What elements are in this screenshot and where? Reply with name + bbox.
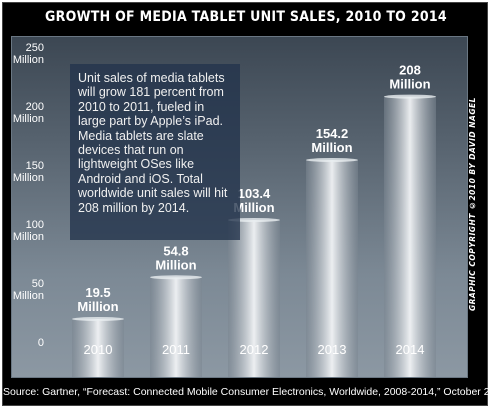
- data-label: 19.5 Million: [77, 285, 118, 314]
- y-tick-label: 50 Million: [13, 278, 44, 302]
- data-label: 154.2 Million: [311, 126, 352, 155]
- bar: [150, 277, 202, 377]
- bar: [228, 220, 280, 377]
- bar-cap: [384, 94, 436, 99]
- y-tick-label-line: Million: [13, 113, 44, 125]
- bar-cap: [150, 275, 202, 280]
- graphic-credit: GRAPHIC COPYRIGHT ©2010 BY DAVID NAGEL: [468, 97, 477, 311]
- bar-cap: [72, 317, 124, 321]
- y-tick-label-line: Million: [13, 54, 44, 66]
- y-tick-label: 200 Million: [13, 101, 44, 125]
- y-tick-label-line: 200: [26, 101, 44, 113]
- x-tick-label: 2010: [84, 342, 113, 357]
- x-tick-label: 2014: [396, 342, 425, 357]
- bar-cap: [228, 218, 280, 222]
- annotation-box: Unit sales of media tablets will grow 18…: [70, 64, 240, 240]
- bar: [72, 319, 124, 377]
- data-label-line: Million: [77, 299, 118, 314]
- x-tick-label: 2013: [318, 342, 347, 357]
- data-label-line: 154.2: [316, 126, 349, 141]
- chart-title: GROWTH OF MEDIA TABLET UNIT SALES, 2010 …: [45, 9, 447, 25]
- x-tick-label: 2012: [240, 342, 269, 357]
- y-tick-label-line: Million: [13, 290, 44, 302]
- plot-area: 250 Million 200 Million 150 Million 100 Million…: [11, 36, 468, 378]
- y-tick-label-line: 50: [32, 278, 44, 290]
- data-label: 103.4 Million: [233, 186, 274, 215]
- data-label-line: 208: [399, 63, 421, 78]
- data-label: 208 Million: [389, 63, 430, 92]
- y-tick-label: 0: [38, 337, 44, 349]
- data-label-line: Million: [311, 140, 352, 155]
- y-tick-label-line: 0: [38, 337, 44, 349]
- y-tick-label-line: Million: [13, 231, 44, 243]
- bar: [306, 160, 358, 377]
- x-tick-label: 2011: [162, 342, 190, 357]
- bar-cap: [306, 158, 358, 162]
- data-label-line: Million: [389, 77, 430, 92]
- y-tick-label-line: 250: [26, 42, 44, 54]
- y-tick-label: 100 Million: [13, 219, 44, 243]
- y-tick-label-line: 150: [26, 160, 44, 172]
- data-label-line: Million: [155, 257, 196, 272]
- data-label-line: Million: [233, 200, 274, 215]
- y-tick-label: 150 Million: [13, 160, 44, 184]
- y-tick-label-line: 100: [26, 219, 44, 231]
- y-tick-label-line: Million: [13, 172, 44, 184]
- data-label-line: 103.4: [238, 186, 271, 201]
- y-tick-label: 250 Million: [13, 42, 44, 66]
- data-label-line: 54.8: [163, 243, 188, 258]
- data-label: 54.8 Million: [155, 243, 196, 272]
- data-label-line: 19.5: [85, 285, 110, 300]
- bar: [384, 96, 436, 377]
- source-citation: Source: Gartner, “Forecast: Connected Mo…: [3, 386, 490, 398]
